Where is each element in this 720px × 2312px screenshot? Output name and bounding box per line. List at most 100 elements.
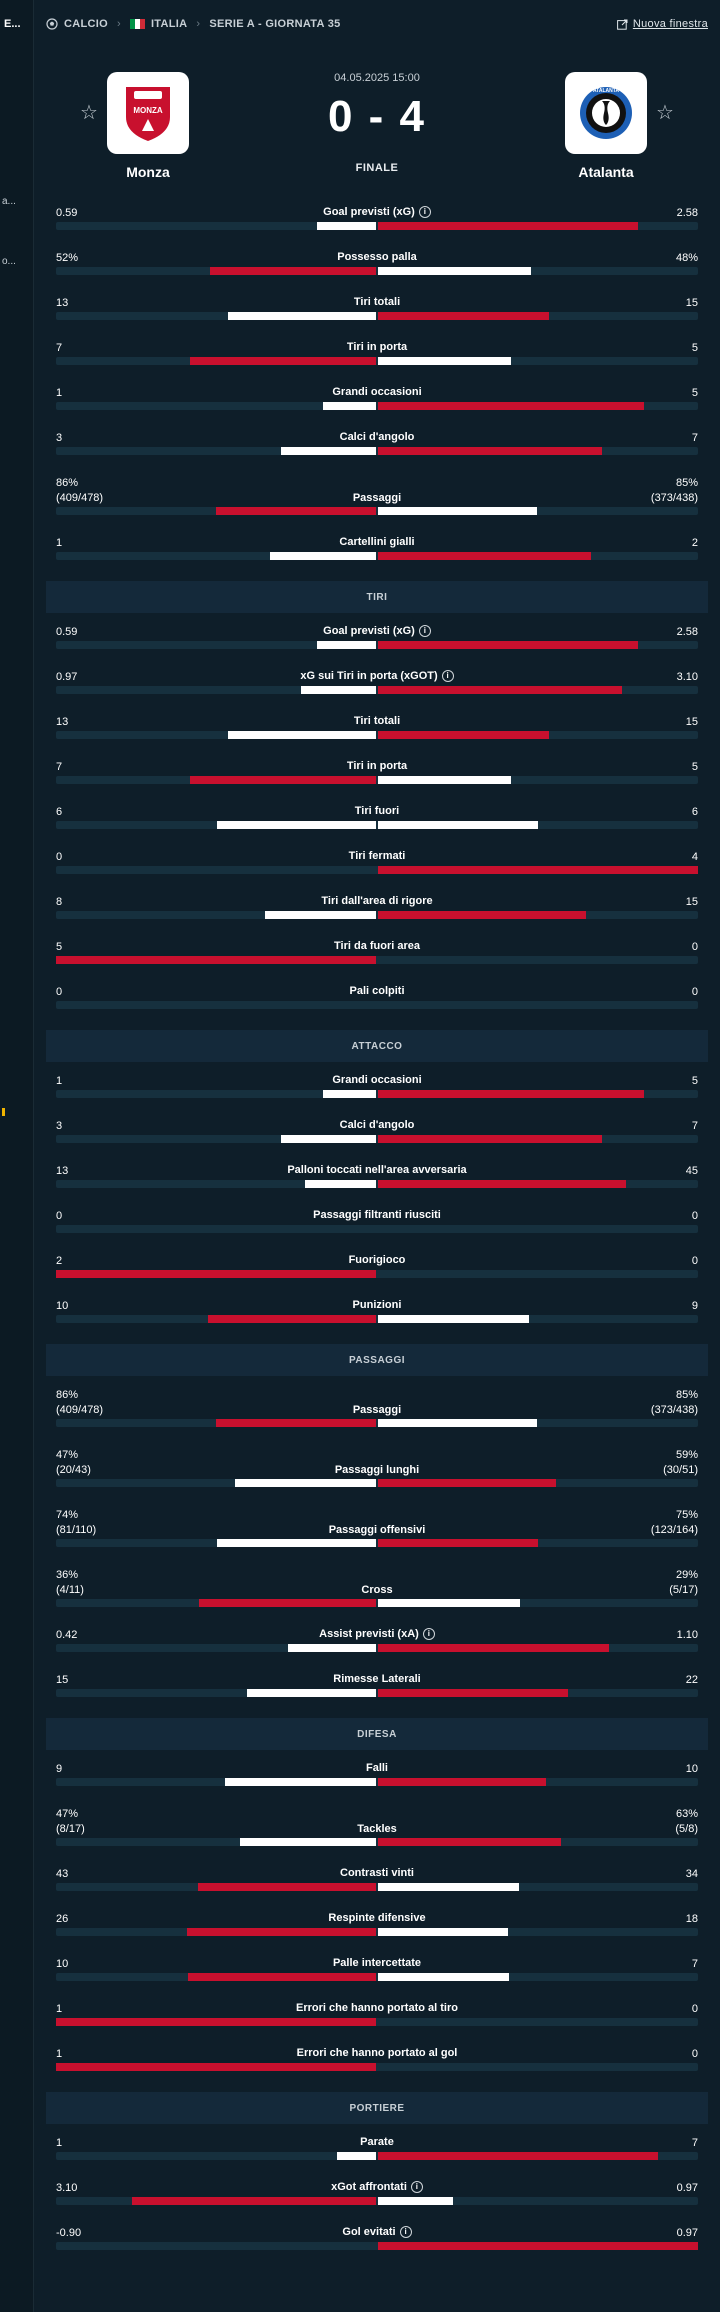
stat-name: Grandi occasioni — [166, 1074, 588, 1086]
away-bar — [378, 1928, 509, 1936]
stat-name: Tiri in porta — [166, 341, 588, 353]
away-value-main: 0 — [691, 986, 698, 998]
stat-row: 13 Palloni toccati nell'area avversaria 45 — [46, 1158, 708, 1203]
home-value: 1 — [56, 2002, 62, 2017]
stat-name-label: Calci d'angolo — [339, 1119, 415, 1131]
stat-name: Tiri fermati — [166, 850, 588, 862]
away-value: 5 — [692, 1074, 698, 1089]
stat-bar-track — [56, 2197, 698, 2205]
match-stats-panel: CALCIO › ITALIA › SERIE A - GIORNATA 35 … — [34, 0, 720, 2312]
home-value-main: 26 — [56, 1913, 69, 1925]
sidebar-text-2[interactable]: a... — [2, 196, 16, 207]
stat-bar-track — [56, 2152, 698, 2160]
home-value: 8 — [56, 895, 62, 910]
stat-row: 0.59 Goal previsti (xG) i 2.58 — [46, 200, 708, 245]
stat-name: Gol evitati i — [166, 2226, 588, 2238]
breadcrumb-competition[interactable]: SERIE A - GIORNATA 35 — [209, 18, 341, 30]
info-icon[interactable]: i — [410, 2181, 423, 2193]
away-value-main: 7 — [691, 1958, 698, 1970]
away-value-main: 22 — [685, 1674, 698, 1686]
info-icon[interactable]: i — [418, 625, 431, 637]
stat-name: Assist previsti (xA) i — [166, 1628, 588, 1640]
home-value-main: 9 — [56, 1763, 63, 1775]
stat-name-label: Tiri in porta — [346, 760, 408, 772]
stat-row: 36% (4/11) Cross 29% (5/17) — [46, 1562, 708, 1622]
stat-row: 1 Cartellini gialli 2 — [46, 530, 708, 575]
home-value-main: 15 — [56, 1674, 69, 1686]
away-bar — [378, 776, 511, 784]
home-value: 13 — [56, 715, 68, 730]
stat-bar-track — [56, 1225, 698, 1233]
match-status: FINALE — [355, 162, 399, 174]
home-team[interactable]: MONZA Monza — [88, 72, 208, 180]
away-value: 75% (123/164) — [651, 1508, 698, 1538]
home-value: 2 — [56, 1254, 62, 1269]
stat-bar-track — [56, 552, 698, 560]
away-bar — [378, 447, 602, 455]
home-value: 10 — [56, 1299, 68, 1314]
stat-name-label: Tiri totali — [353, 715, 401, 727]
away-value-main: 5 — [691, 342, 698, 354]
info-icon[interactable]: i — [422, 1628, 435, 1640]
stat-name-label: Respinte difensive — [328, 1912, 426, 1924]
away-team-logo: ATALANTA — [565, 72, 647, 154]
breadcrumb-country[interactable]: ITALIA — [129, 18, 187, 30]
away-team[interactable]: ATALANTA Atalanta — [546, 72, 666, 180]
info-icon[interactable]: i — [418, 206, 431, 218]
stat-name-label: Goal previsti (xG) — [323, 625, 415, 637]
stat-name: Respinte difensive — [166, 1912, 588, 1924]
stat-bar-track — [56, 1001, 698, 1009]
away-value-main: 4 — [691, 851, 698, 863]
away-value: 0 — [692, 1254, 698, 1269]
home-value: 9 — [56, 1762, 62, 1777]
sidebar-text-1[interactable]: E... — [4, 18, 21, 30]
new-window-link[interactable]: Nuova finestra — [616, 18, 708, 30]
info-icon[interactable]: i — [399, 2226, 412, 2238]
away-value: 0.97 — [677, 2226, 698, 2241]
away-value-main: 15 — [685, 297, 698, 309]
stat-bar-track — [56, 267, 698, 275]
away-value-main: 7 — [691, 1120, 698, 1132]
section-header: PASSAGGI — [46, 1344, 708, 1376]
info-icon[interactable]: i — [441, 670, 454, 682]
home-bar — [56, 2018, 376, 2026]
stat-name-label: Tiri da fuori area — [334, 940, 420, 952]
away-value-main: 10 — [685, 1763, 698, 1775]
home-value-main: 6 — [56, 806, 63, 818]
away-value-main: 5 — [691, 761, 698, 773]
stat-row: 10 Palle intercettate 7 — [46, 1951, 708, 1996]
sidebar-text-3[interactable]: o... — [2, 256, 16, 267]
home-value: 5 — [56, 940, 62, 955]
away-value-main: 15 — [685, 716, 698, 728]
away-bar — [378, 1838, 561, 1846]
stat-bar-track — [56, 1778, 698, 1786]
stat-bar-track — [56, 1539, 698, 1547]
home-value: 86% (409/478) — [56, 1388, 103, 1418]
away-bar — [378, 2197, 454, 2205]
home-value: 1 — [56, 1074, 62, 1089]
stat-name: Calci d'angolo — [166, 1119, 588, 1131]
away-team-name: Atalanta — [578, 164, 634, 180]
breadcrumb-sport[interactable]: CALCIO — [46, 18, 108, 30]
home-value-main: 0.59 — [56, 626, 78, 638]
away-bar — [378, 222, 639, 230]
home-bar — [247, 1689, 376, 1697]
stat-name-label: Tiri dall'area di rigore — [321, 895, 433, 907]
away-bar — [378, 357, 511, 365]
favorite-away-star-icon[interactable]: ☆ — [656, 102, 674, 124]
stat-name: Tiri totali — [166, 715, 588, 727]
home-value-main: 1 — [56, 2003, 63, 2015]
home-value-main: 3 — [56, 432, 63, 444]
stat-name: Tiri fuori — [166, 805, 588, 817]
stat-name: xGot affrontati i — [166, 2181, 588, 2193]
stat-name-label: Passaggi — [352, 492, 402, 504]
away-value: 0.97 — [677, 2181, 698, 2196]
stat-name-label: Gol evitati — [342, 2226, 396, 2238]
away-value-main: 9 — [691, 1300, 698, 1312]
away-bar — [378, 866, 698, 874]
favorite-home-star-icon[interactable]: ☆ — [80, 102, 98, 124]
home-value-main: 47% — [56, 1449, 79, 1461]
away-value-main: 34 — [685, 1868, 698, 1880]
stat-bar-track — [56, 357, 698, 365]
away-value: 48% — [676, 251, 698, 266]
